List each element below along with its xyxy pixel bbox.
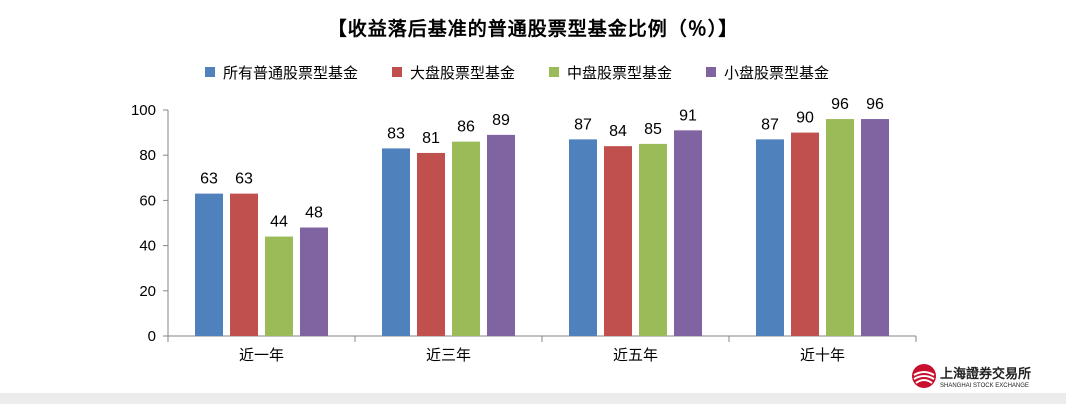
- legend-label-small-cap: 小盘股票型基金: [724, 63, 830, 82]
- legend-swatch-small-cap: [706, 67, 717, 77]
- data-label: 87: [574, 116, 592, 133]
- bar: [791, 132, 819, 336]
- logo-name-en: SHANGHAI STOCK EXCHANGE: [940, 383, 1029, 389]
- x-tick-label: 近一年: [239, 346, 284, 364]
- bar: [861, 119, 889, 336]
- data-label: 83: [387, 125, 405, 142]
- data-label: 84: [609, 123, 627, 140]
- legend-item-small-cap: 小盘股票型基金: [706, 62, 829, 83]
- data-label: 48: [305, 205, 323, 222]
- data-label: 89: [492, 112, 510, 129]
- bar: [756, 139, 784, 336]
- data-label: 96: [831, 96, 849, 113]
- data-label: 90: [796, 110, 814, 127]
- data-label: 63: [200, 171, 218, 188]
- bar: [382, 148, 410, 336]
- data-label: 96: [866, 96, 884, 113]
- bar: [569, 139, 597, 336]
- legend-label-mid-cap: 中盘股票型基金: [567, 63, 673, 82]
- legend-label-large-cap: 大盘股票型基金: [410, 63, 516, 82]
- legend-item-mid-cap: 中盘股票型基金: [549, 62, 672, 83]
- x-tick-label: 近十年: [800, 346, 845, 364]
- legend-item-all: 所有普通股票型基金: [205, 62, 358, 83]
- y-tick-label: 80: [139, 147, 156, 164]
- data-label: 87: [761, 116, 779, 133]
- chart-legend: 所有普通股票型基金 大盘股票型基金 中盘股票型基金 小盘股票型基金: [205, 60, 863, 84]
- bar: [604, 146, 632, 336]
- y-tick-label: 40: [139, 238, 156, 255]
- y-tick-label: 100: [131, 102, 156, 119]
- data-label: 86: [457, 119, 475, 136]
- y-tick-label: 60: [139, 192, 156, 209]
- chart-title: 【收益落后基准的普通股票型基金比例（％）】: [327, 18, 739, 40]
- logo-name-cn: 上海證券交易所: [940, 366, 1031, 382]
- sse-emblem-icon: [912, 364, 936, 388]
- y-tick-label: 0: [148, 328, 156, 345]
- bar: [487, 134, 515, 336]
- data-label: 81: [422, 130, 440, 147]
- bar: [452, 141, 480, 336]
- legend-swatch-mid-cap: [549, 67, 560, 77]
- bar: [674, 130, 702, 336]
- bar: [300, 227, 328, 336]
- bar: [265, 236, 293, 336]
- bar: [230, 193, 258, 336]
- data-label: 44: [270, 214, 288, 231]
- bar: [195, 193, 223, 336]
- bar: [417, 152, 445, 336]
- footer-band: [0, 393, 1066, 404]
- y-tick-label: 20: [139, 283, 156, 300]
- bar: [639, 143, 667, 336]
- legend-swatch-large-cap: [392, 67, 403, 77]
- bar: [826, 119, 854, 336]
- data-label: 91: [679, 107, 697, 124]
- data-label: 85: [644, 121, 662, 138]
- legend-swatch-all: [205, 67, 215, 77]
- x-tick-label: 近三年: [426, 346, 471, 364]
- legend-item-large-cap: 大盘股票型基金: [392, 62, 515, 83]
- data-label: 63: [235, 171, 253, 188]
- sse-logo: 上海證券交易所 SHANGHAI STOCK EXCHANGE: [912, 364, 1031, 389]
- x-tick-label: 近五年: [613, 346, 658, 364]
- legend-label-all: 所有普通股票型基金: [223, 63, 359, 82]
